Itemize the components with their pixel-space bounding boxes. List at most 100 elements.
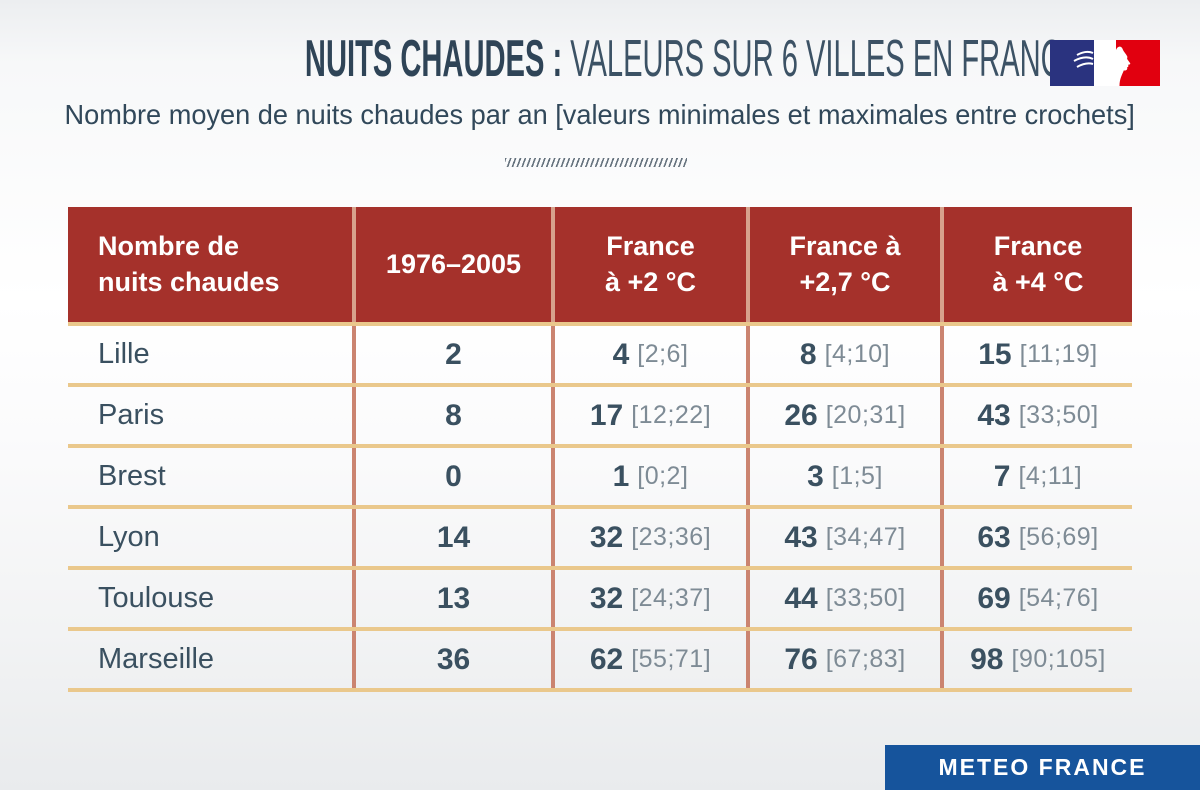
hot-nights-table: Nombre de nuits chaudes 1976–2005 France… xyxy=(68,207,1132,692)
central-value: 44 xyxy=(784,581,818,615)
plus27-cell: 44 [33;50] xyxy=(746,570,940,627)
col-header-line2: +2,7 °C xyxy=(799,266,891,297)
city-cell-lyon: Lyon xyxy=(98,521,160,553)
central-value: 15 xyxy=(978,337,1012,371)
plus27-cell: 76 [67;83] xyxy=(746,631,940,688)
page-subtitle-text: Nombre moyen de nuits chaudes par an [va… xyxy=(64,99,1136,130)
plus27-cell: 8 [4;10] xyxy=(746,326,940,383)
range-value: [34;47] xyxy=(825,523,906,551)
plus2-cell: 1 [0;2] xyxy=(551,448,746,505)
baseline-cell: 13 xyxy=(352,570,551,627)
range-value: [4;11] xyxy=(1018,462,1083,490)
baseline-cell: 0 xyxy=(352,448,551,505)
range-value: [33;50] xyxy=(1018,401,1099,429)
range-value: [12;22] xyxy=(631,401,712,429)
central-value: 32 xyxy=(589,581,624,615)
row-separator xyxy=(68,383,1132,387)
range-value: [23;36] xyxy=(631,523,712,551)
marianne-hair-waves-icon xyxy=(1073,50,1094,68)
col-header-line2: nuits chaudes xyxy=(98,266,280,297)
row-separator xyxy=(68,505,1132,509)
col-header-line2: à +4 °C xyxy=(992,266,1084,297)
central-value: 1 xyxy=(612,459,630,493)
city-cell-toulouse: Toulouse xyxy=(98,582,215,614)
central-value: 3 xyxy=(807,459,824,493)
hatched-divider xyxy=(505,158,687,167)
range-value: [55;71] xyxy=(631,645,712,673)
central-value: 62 xyxy=(589,642,624,676)
meteo-france-label: METEO FRANCE xyxy=(938,754,1147,780)
page-subtitle: Nombre moyen de nuits chaudes par an [va… xyxy=(0,99,1200,131)
city-cell-marseille: Marseille xyxy=(98,643,215,675)
central-value: 43 xyxy=(784,520,818,554)
central-value: 32 xyxy=(589,520,624,554)
central-value: 43 xyxy=(977,398,1011,432)
central-value: 4 xyxy=(612,337,630,371)
range-value: [0;2] xyxy=(637,462,689,490)
row-separator xyxy=(68,688,1132,692)
city-cell-lille: Lille xyxy=(98,338,150,370)
col-header-line1: Nombre de xyxy=(98,231,240,262)
range-value: [4;10] xyxy=(824,340,891,368)
plus4-cell: 98 [90;105] xyxy=(940,631,1132,688)
flag-white-band xyxy=(1094,40,1116,86)
plus2-cell: 62 [55;71] xyxy=(551,631,746,688)
plus27-cell: 3 [1;5] xyxy=(746,448,940,505)
range-value: [11;19] xyxy=(1019,340,1098,368)
range-value: [20;31] xyxy=(825,401,906,429)
baseline-cell: 2 xyxy=(352,326,551,383)
col-header-line1: 1976–2005 xyxy=(385,248,522,279)
central-value: 26 xyxy=(784,398,818,432)
range-value: [90;105] xyxy=(1011,645,1106,673)
plus2-cell: 4 [2;6] xyxy=(551,326,746,383)
meteo-france-banner: METEO FRANCE xyxy=(885,745,1200,790)
baseline-cell: 8 xyxy=(352,387,551,444)
central-value: 17 xyxy=(589,398,624,432)
col-header-plus2: France à +2 °C xyxy=(551,207,746,322)
page-title-bold: NUITS CHAUDES : xyxy=(304,30,571,88)
marianne-profile-icon xyxy=(1116,46,1131,86)
page-title: NUITS CHAUDES : VALEURS SUR 6 VILLES EN … xyxy=(305,32,1081,87)
plus4-cell: 15 [11;19] xyxy=(940,326,1132,383)
central-value: 7 xyxy=(993,459,1011,493)
plus2-cell: 32 [24;37] xyxy=(551,570,746,627)
col-header-1976-2005: 1976–2005 xyxy=(352,207,551,322)
row-separator xyxy=(68,627,1132,631)
col-header-plus27: France à +2,7 °C xyxy=(746,207,940,322)
row-separator xyxy=(68,322,1132,326)
central-value: 98 xyxy=(970,642,1004,676)
france-flag-logo xyxy=(1050,40,1160,86)
col-header-line2: à +2 °C xyxy=(604,266,697,297)
plus4-cell: 63 [56;69] xyxy=(940,509,1132,566)
central-value: 8 xyxy=(799,337,817,371)
plus4-cell: 43 [33;50] xyxy=(940,387,1132,444)
row-separator xyxy=(68,444,1132,448)
page-header: NUITS CHAUDES : VALEURS SUR 6 VILLES EN … xyxy=(0,32,1200,87)
page-title-light: VALEURS SUR 6 VILLES EN FRANCE xyxy=(570,30,1082,88)
central-value: 69 xyxy=(977,581,1011,615)
col-header-line1: France xyxy=(606,231,695,262)
col-header-line1: France xyxy=(993,231,1083,262)
central-value: 76 xyxy=(784,642,818,676)
city-cell-paris: Paris xyxy=(98,399,165,431)
row-separator xyxy=(68,566,1132,570)
plus4-cell: 7 [4;11] xyxy=(940,448,1132,505)
col-header-line1: France à xyxy=(789,231,901,262)
plus2-cell: 32 [23;36] xyxy=(551,509,746,566)
col-header-nombre: Nombre de nuits chaudes xyxy=(68,207,352,322)
central-value: 63 xyxy=(977,520,1011,554)
range-value: [24;37] xyxy=(631,584,712,612)
plus4-cell: 69 [54;76] xyxy=(940,570,1132,627)
col-header-plus4: France à +4 °C xyxy=(940,207,1132,322)
range-value: [67;83] xyxy=(825,645,906,673)
city-cell-brest: Brest xyxy=(98,460,166,492)
baseline-cell: 14 xyxy=(352,509,551,566)
range-value: [2;6] xyxy=(637,340,689,368)
plus27-cell: 26 [20;31] xyxy=(746,387,940,444)
range-value: [33;50] xyxy=(825,584,906,612)
baseline-cell: 36 xyxy=(352,631,551,688)
plus27-cell: 43 [34;47] xyxy=(746,509,940,566)
range-value: [1;5] xyxy=(831,462,883,490)
range-value: [56;69] xyxy=(1018,523,1099,551)
range-value: [54;76] xyxy=(1018,584,1099,612)
